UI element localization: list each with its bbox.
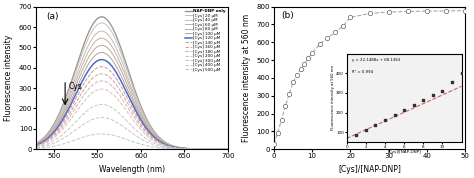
Point: [282, 105, 289, 108]
Point: [366, 12, 374, 15]
Y-axis label: Fluorescence intensity: Fluorescence intensity: [4, 35, 13, 121]
Point: [274, 132, 282, 135]
Point: [331, 31, 339, 34]
Point: [339, 25, 346, 28]
Point: [423, 10, 431, 12]
Legend: NAP-DNP only, [Cys] 20 μM, [Cys] 40 μM, [Cys] 60 μM, [Cys] 80 μM, [Cys] 100 μM, : NAP-DNP only, [Cys] 20 μM, [Cys] 40 μM, …: [185, 9, 226, 72]
Point: [346, 16, 354, 19]
Y-axis label: Fluorescence intensity at 560 nm: Fluorescence intensity at 560 nm: [242, 14, 251, 142]
Point: [270, 142, 278, 145]
Point: [404, 10, 412, 13]
Point: [324, 36, 331, 39]
Point: [297, 68, 304, 70]
Point: [293, 74, 301, 77]
X-axis label: [Cys]/[NAP-DNP]: [Cys]/[NAP-DNP]: [338, 165, 401, 174]
Point: [309, 52, 316, 54]
Text: Cys: Cys: [69, 82, 82, 91]
Point: [442, 9, 450, 12]
Point: [316, 43, 324, 46]
Text: (b): (b): [282, 11, 294, 20]
Text: (a): (a): [46, 12, 58, 21]
Point: [289, 81, 297, 84]
Point: [278, 118, 285, 121]
Point: [304, 57, 312, 60]
Point: [462, 9, 469, 12]
X-axis label: Wavelength (nm): Wavelength (nm): [99, 165, 165, 174]
Point: [301, 62, 308, 65]
Point: [385, 11, 392, 13]
Point: [285, 93, 293, 95]
